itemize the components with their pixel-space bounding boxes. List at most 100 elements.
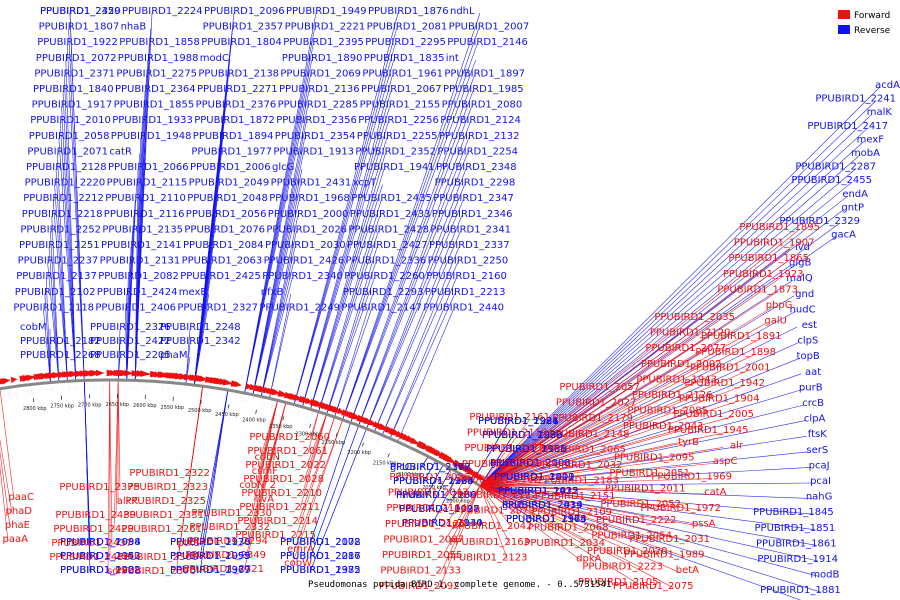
- reverse-feature: [315, 415, 318, 422]
- reverse-gene-label: PPUBIRD1_2357: [203, 22, 284, 33]
- reverse-gene-label: mexF: [857, 134, 885, 145]
- reverse-feature: [440, 468, 444, 475]
- reverse-connector-line: [479, 195, 849, 487]
- reverse-connector-line: [479, 342, 799, 487]
- scale-tick-label: 2350 kbp: [269, 424, 293, 430]
- reverse-gene-label: PPUBIRD1_2160: [426, 271, 507, 282]
- reverse-gene-label: PPUBIRD1_1924: [478, 416, 559, 427]
- reverse-gene-label: PPUBIRD1_1851: [755, 523, 836, 534]
- reverse-gene-label: PPUBIRD1_2417: [807, 121, 888, 132]
- forward-gene-label: PPUBIRD1_2052: [600, 499, 681, 510]
- forward-gene-label: PPUBIRD1_2051: [609, 468, 690, 479]
- scale-tick-label: 2700 kbp: [78, 402, 102, 408]
- forward-connector-line: [479, 337, 762, 487]
- forward-gene-label: galU: [764, 316, 787, 327]
- forward-connector-line: [297, 416, 335, 524]
- reverse-feature: [168, 386, 169, 393]
- forward-connector-line: [479, 244, 795, 487]
- reverse-gene-label: PPUBIRD1_2428: [348, 224, 429, 235]
- reverse-connector-line: [69, 12, 85, 381]
- reverse-gene-label: PPUBIRD1_2220: [25, 178, 106, 189]
- reverse-feature: [334, 421, 337, 428]
- reverse-gene-label: PPUBIRD1_1975: [280, 565, 361, 576]
- reverse-connector-line: [45, 278, 51, 383]
- forward-gene-label: PPUBIRD1_2223: [582, 562, 663, 573]
- scale-tick: [361, 442, 365, 447]
- reverse-gene-label: PPUBIRD1_2260: [344, 271, 425, 282]
- reverse-gene-label: catR: [109, 146, 132, 157]
- scale-tick-label: 2000 kbp: [446, 499, 470, 505]
- reverse-connector-line: [350, 90, 474, 423]
- reverse-gene-label: PPUBIRD1_2231: [478, 416, 559, 427]
- reverse-gene-label: nhaB: [121, 22, 147, 33]
- reverse-feature: [365, 433, 368, 440]
- reverse-gene-label: PPUBIRD1_1928: [399, 504, 480, 515]
- scale-tick: [282, 416, 285, 421]
- reverse-connector-line: [52, 200, 68, 382]
- forward-gene-label: PPUBIRD1_2161: [469, 412, 550, 423]
- forward-feature: [157, 371, 170, 378]
- forward-feature: [438, 452, 446, 458]
- reverse-connector-line: [479, 181, 853, 487]
- forward-gene-label: PPUBIRD1_2079: [454, 506, 535, 517]
- reverse-gene-label: purB: [799, 382, 823, 393]
- reverse-feature: [47, 386, 48, 393]
- forward-feature: [309, 398, 320, 406]
- reverse-connector-line: [479, 451, 809, 487]
- forward-feature: [149, 370, 159, 378]
- scale-tick: [437, 478, 441, 483]
- reverse-feature: [35, 387, 36, 395]
- reverse-gene-label: PPUBIRD1_2337: [429, 240, 510, 251]
- forward-connector-line: [440, 485, 481, 573]
- forward-gene-label: PPUBIRD1_2211: [239, 502, 320, 513]
- legend-forward-label: Forward: [854, 11, 890, 21]
- reverse-feature: [189, 388, 191, 395]
- reverse-feature: [357, 430, 361, 437]
- forward-gene-label: PPUBIRD1_2125: [385, 519, 466, 530]
- reverse-gene-label: PPUBIRD1_1986: [478, 416, 559, 427]
- reverse-gene-label: PPUBIRD1_2019: [502, 500, 583, 511]
- feature-track: [0, 369, 487, 493]
- forward-gene-label: cobN_2: [239, 480, 276, 491]
- forward-connector-line: [479, 388, 621, 487]
- reverse-gene-label: serS: [806, 445, 828, 456]
- reverse-gene-label: mexE: [179, 287, 207, 298]
- forward-feature: [245, 383, 253, 390]
- reverse-connector-line: [194, 309, 208, 386]
- forward-connector-line: [479, 485, 644, 569]
- forward-connector-line: [113, 379, 119, 532]
- reverse-connector-line: [431, 472, 459, 526]
- forward-connector-line: [479, 485, 589, 530]
- reverse-gene-label: PPUBIRD1_2433: [350, 209, 431, 220]
- forward-gene-label: PPUBIRD1_2035: [654, 312, 735, 323]
- reverse-gene-label: PPUBIRD1_2354: [275, 131, 356, 142]
- reverse-connector-line: [55, 168, 68, 382]
- reverse-gene-label: int: [446, 53, 459, 64]
- reverse-connector-line: [43, 309, 51, 383]
- scale-tick: [200, 400, 202, 405]
- forward-gene-label: PPUBIRD1_2366: [117, 552, 198, 563]
- forward-connector-line: [479, 485, 674, 589]
- forward-feature: [384, 426, 392, 432]
- reverse-connector-line: [58, 137, 77, 381]
- reverse-feature: [31, 388, 32, 395]
- reverse-gene-label: PPUBIRD1_2076: [184, 224, 265, 235]
- reverse-gene-label: PPUBIRD1_2116: [104, 209, 185, 220]
- forward-connector-line: [479, 481, 521, 487]
- forward-gene-label: PPUBIRD1_2323: [127, 482, 208, 493]
- reverse-gene-label: PPUBIRD1_2081: [367, 22, 448, 33]
- scale-tick: [412, 465, 416, 470]
- forward-feature: [0, 379, 5, 384]
- reverse-feature: [271, 403, 273, 410]
- reverse-gene-label: PPUBIRD1_2293: [343, 287, 424, 298]
- reverse-gene-label: PPUBIRD1_1872: [194, 115, 275, 126]
- reverse-feature: [335, 422, 338, 429]
- reverse-connector-line: [389, 293, 456, 439]
- forward-gene-label: PPUBIRD1_2042: [452, 521, 533, 532]
- reverse-connector-line: [260, 262, 294, 397]
- forward-gene-label: PPUBIRD1_2214: [237, 516, 318, 527]
- reverse-feature: [404, 450, 408, 457]
- reverse-gene-label: PPUBIRD1_2100: [490, 458, 571, 469]
- forward-feature: [395, 430, 406, 438]
